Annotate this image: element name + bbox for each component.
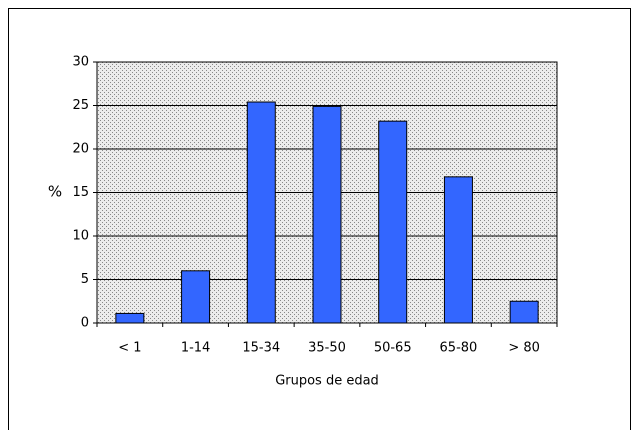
- y-tick-label: 0: [81, 316, 89, 331]
- bar: [509, 300, 539, 324]
- x-tick-label: 50-65: [374, 341, 412, 356]
- x-axis-label: Grupos de edad: [275, 374, 379, 389]
- frame: [8, 8, 631, 430]
- y-tick-label: 5: [81, 272, 89, 287]
- x-tick-label: 35-50: [308, 341, 346, 356]
- bar: [378, 120, 408, 324]
- bar: [115, 312, 145, 324]
- x-tick-label: > 80: [508, 341, 540, 356]
- y-tick-label: 25: [72, 98, 89, 113]
- bar: [246, 101, 276, 324]
- y-tick-label: 15: [72, 185, 89, 200]
- y-tick-label: 20: [72, 142, 89, 157]
- y-tick-label: 30: [72, 55, 89, 70]
- x-tick-label: < 1: [118, 341, 141, 356]
- y-axis-label: %: [48, 183, 62, 201]
- bar: [312, 105, 342, 324]
- bar: [443, 176, 473, 324]
- x-tick-label: 15-34: [242, 341, 280, 356]
- x-tick-label: 65-80: [440, 341, 478, 356]
- bar: [181, 270, 211, 324]
- y-tick-label: 10: [72, 229, 89, 244]
- x-tick-label: 1-14: [181, 341, 211, 356]
